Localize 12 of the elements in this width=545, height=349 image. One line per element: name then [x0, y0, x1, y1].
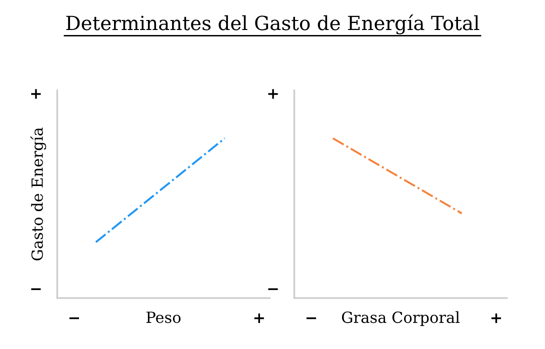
text: + — [254, 313, 264, 324]
text: − — [31, 288, 41, 290]
text: − — [306, 317, 316, 320]
text: + — [491, 313, 502, 324]
x-axis-title: Peso — [146, 312, 181, 324]
text: − — [69, 317, 80, 320]
text: + — [268, 89, 278, 99]
text: + — [31, 89, 41, 99]
annotation: − — [268, 288, 278, 290]
y-axis-title: Gasto de Energía — [30, 128, 46, 260]
chart-title: Determinantes del Gasto de Energía Total — [66, 14, 480, 34]
x-axis-title: Grasa Corporal — [342, 311, 460, 326]
